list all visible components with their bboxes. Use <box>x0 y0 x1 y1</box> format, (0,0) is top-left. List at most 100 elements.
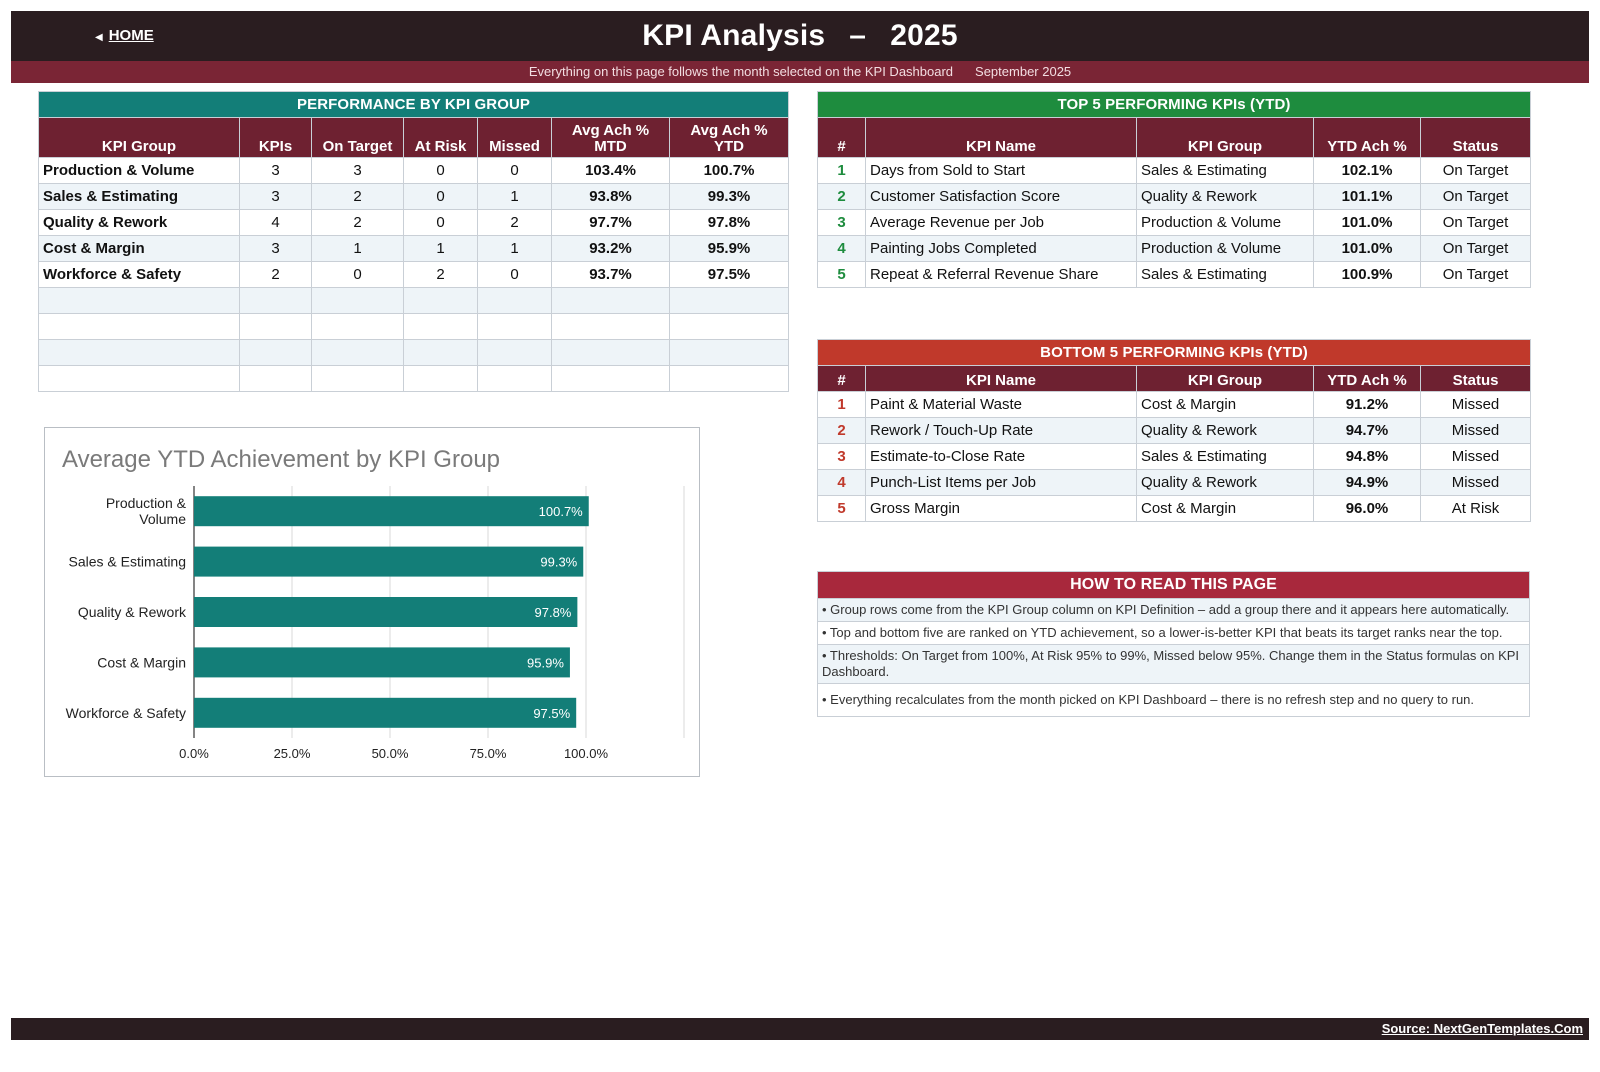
title-text: KPI Analysis <box>642 19 826 52</box>
how-to-item: • Everything recalculates from the month… <box>818 683 1529 716</box>
x-tick-label: 75.0% <box>470 746 507 761</box>
footer-bar: Source: NextGenTemplates.Com <box>11 1018 1589 1040</box>
top5-table: TOP 5 PERFORMING KPIs (YTD) # KPI Name KPI… <box>816 91 1532 288</box>
rank-cell: 5 <box>817 261 866 288</box>
status-cell: On Target <box>1419 183 1532 210</box>
table-cell: 93.8% <box>551 183 670 210</box>
how-to-read-panel: HOW TO READ THIS PAGE • Group rows come … <box>817 571 1530 717</box>
table-cell: 1 <box>477 183 552 210</box>
table-cell: 2 <box>311 183 404 210</box>
col-header: KPI Group <box>1136 117 1314 158</box>
col-header: KPI Name <box>865 117 1137 158</box>
empty-cell <box>311 313 404 340</box>
group-name-cell: Production & Volume <box>38 157 240 184</box>
group-name-cell: Quality & Rework <box>38 209 240 236</box>
home-label[interactable]: HOME <box>108 27 154 44</box>
table-cell: 0 <box>403 157 478 184</box>
status-cell: Missed <box>1419 469 1532 496</box>
col-header: On Target <box>311 117 404 158</box>
data-label: 97.8% <box>535 605 572 620</box>
table-row: 5 Gross Margin Cost & Margin 96.0% At Risk <box>817 495 1532 522</box>
empty-cell <box>239 339 312 366</box>
table-cell: 4 <box>239 209 312 236</box>
title-dash: – <box>849 19 867 52</box>
empty-cell <box>403 365 478 392</box>
group-name-cell: Cost & Margin <box>38 235 240 262</box>
category-label: Cost & Margin <box>97 654 186 670</box>
table-row: 2 Customer Satisfaction Score Quality & Re… <box>817 183 1532 210</box>
empty-cell <box>239 365 312 392</box>
kpi-group-cell: Sales & Estimating <box>1136 261 1314 288</box>
rank-cell: 5 <box>817 495 866 522</box>
chart-svg: Average YTD Achievement by KPI Group 0.0%… <box>62 446 685 761</box>
table-cell: 0 <box>403 209 478 236</box>
data-label: 100.7% <box>539 504 584 519</box>
category-label: Workforce & Safety <box>66 705 186 721</box>
empty-cell <box>311 339 404 366</box>
x-tick-label: 0.0% <box>179 746 209 761</box>
empty-cell <box>38 339 240 366</box>
table-row: Workforce & Safety 2 0 2 0 93.7% 97.5% <box>38 261 790 288</box>
col-header: KPI Name <box>865 365 1137 392</box>
table-row: 5 Repeat & Referral Revenue Share Sales & … <box>817 261 1532 288</box>
status-cell: On Target <box>1419 209 1532 236</box>
ytd-achievement-chart: Average YTD Achievement by KPI Group 0.0%… <box>44 427 700 777</box>
kpi-name-cell: Repeat & Referral Revenue Share <box>865 261 1137 288</box>
how-to-read-banner: HOW TO READ THIS PAGE <box>818 572 1529 598</box>
kpi-group-cell: Sales & Estimating <box>1136 157 1314 184</box>
rank-cell: 4 <box>817 469 866 496</box>
table-cell: 97.5% <box>668 261 790 288</box>
table-cell: 3 <box>311 157 404 184</box>
empty-cell <box>668 287 790 314</box>
x-tick-label: 50.0% <box>372 746 409 761</box>
empty-cell <box>239 287 312 314</box>
top5-header-row: # KPI Name KPI Group YTD Ach % Status <box>817 117 1532 158</box>
col-header: # <box>817 117 866 158</box>
top5-banner: TOP 5 PERFORMING KPIs (YTD) <box>816 91 1532 118</box>
source-link[interactable]: Source: NextGenTemplates.Com <box>1381 1021 1583 1036</box>
kpi-group-table: PERFORMANCE BY KPI GROUP KPI Group KPIs On… <box>37 91 790 392</box>
back-arrow-icon: ◀ <box>95 32 103 43</box>
empty-cell <box>403 313 478 340</box>
category-label: Production & <box>106 495 187 511</box>
empty-cell <box>403 339 478 366</box>
table-cell: 103.4% <box>551 157 670 184</box>
empty-cell <box>477 287 552 314</box>
ytd-ach-cell: 94.8% <box>1313 443 1421 470</box>
status-cell: Missed <box>1419 443 1532 470</box>
rank-cell: 4 <box>817 235 866 262</box>
table-cell: 99.3% <box>668 183 790 210</box>
kpi-group-cell: Sales & Estimating <box>1136 443 1314 470</box>
kpi-name-cell: Gross Margin <box>865 495 1137 522</box>
kpi-group-cell: Cost & Margin <box>1136 495 1314 522</box>
table-cell: 97.8% <box>668 209 790 236</box>
rank-cell: 2 <box>817 417 866 444</box>
page-title: KPI Analysis –2025 <box>11 19 1589 53</box>
home-link[interactable]: ◀ HOME <box>95 27 154 44</box>
empty-cell <box>239 313 312 340</box>
empty-cell <box>38 313 240 340</box>
status-cell: On Target <box>1419 235 1532 262</box>
empty-cell <box>477 339 552 366</box>
ytd-ach-cell: 101.1% <box>1313 183 1421 210</box>
data-label: 97.5% <box>533 706 570 721</box>
ytd-ach-cell: 101.0% <box>1313 235 1421 262</box>
table-row: 3 Estimate-to-Close Rate Sales & Estimatin… <box>817 443 1532 470</box>
kpi-name-cell: Painting Jobs Completed <box>865 235 1137 262</box>
empty-cell <box>551 313 670 340</box>
table-row: Cost & Margin 3 1 1 1 93.2% 95.9% <box>38 235 790 262</box>
ytd-ach-cell: 101.0% <box>1313 209 1421 236</box>
table-row: 1 Paint & Material Waste Cost & Margin 91.2… <box>817 391 1532 418</box>
empty-row <box>38 287 790 314</box>
kpi-group-cell: Production & Volume <box>1136 235 1314 262</box>
bar <box>194 597 578 627</box>
empty-row <box>38 313 790 340</box>
status-cell: Missed <box>1419 391 1532 418</box>
bar <box>194 697 577 728</box>
rank-cell: 3 <box>817 443 866 470</box>
kpi-name-cell: Customer Satisfaction Score <box>865 183 1137 210</box>
table-cell: 1 <box>311 235 404 262</box>
ytd-ach-cell: 102.1% <box>1313 157 1421 184</box>
kpi-name-cell: Paint & Material Waste <box>865 391 1137 418</box>
table-cell: 0 <box>403 183 478 210</box>
